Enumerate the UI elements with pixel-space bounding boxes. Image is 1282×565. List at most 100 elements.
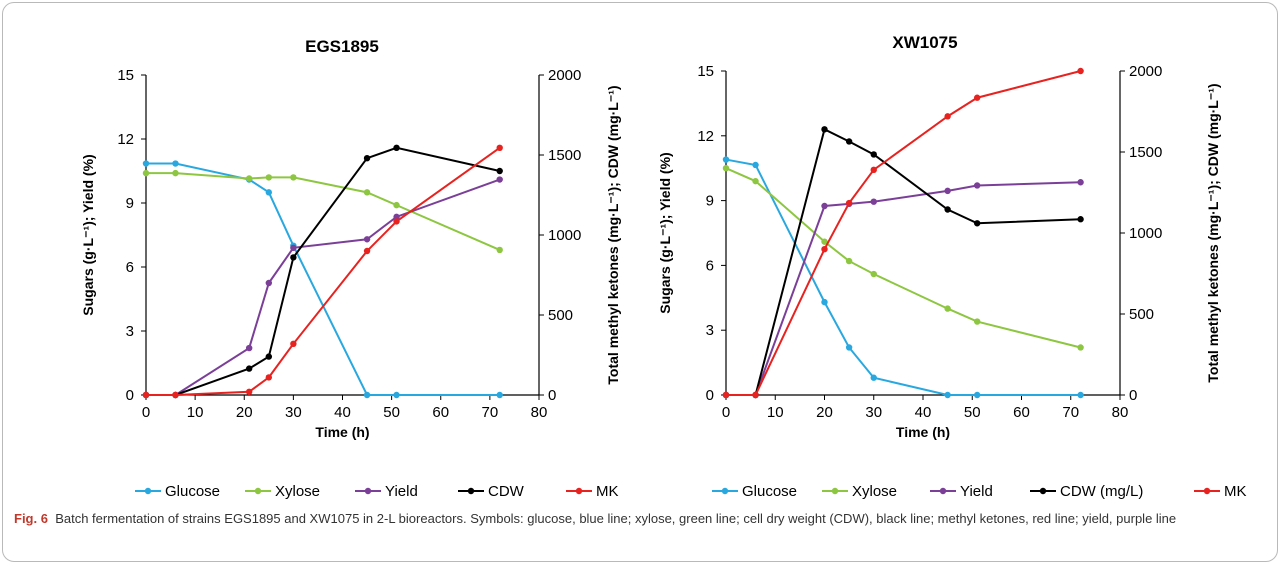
chart1-data-point-mk [245,388,253,395]
chart2-legend-marker-yield [939,487,947,495]
chart2-y-tick-label-left: 15 [697,63,714,80]
chart2-data-point-xylose [752,177,759,185]
chart2-y-tick-label-left: 6 [706,257,714,274]
chart2-y-tick-label-left: 3 [706,322,714,339]
chart1-data-point-glucose [363,391,371,399]
chart2-data-point-xylose [973,318,981,325]
chart1-data-point-xylose [363,189,371,196]
chart2-y-tick-label-left: 12 [697,128,714,145]
chart1-series-line-yield [146,178,501,396]
chart1-y-tick-label-right: 0 [548,387,556,404]
chart1-x-tick-label: 10 [187,404,204,421]
chart1-series-line-cdw [146,146,500,396]
chart2-data-point-mk [973,94,981,101]
chart1-data-point-xylose [290,174,297,181]
chart2-y-tick-label-right: 2000 [1129,63,1162,80]
chart1-x-tick-label: 50 [383,404,400,421]
chart1-data-point-xylose [245,175,253,182]
chart2-y-tick-label-right: 500 [1129,306,1154,323]
chart1-data-point-cdw [393,144,400,151]
chart1-data-point-glucose [172,160,179,167]
chart1-data-point-mk [265,374,273,381]
chart1-data-point-yield [363,236,371,243]
chart2-data-point-cdw-mg-l [845,138,853,145]
chart2-data-point-yield [944,187,951,195]
chart2-series-line-mk [726,70,1081,396]
chart1-data-point-cdw [290,254,297,261]
chart2-y-axis-label-left: Sugars (g·L⁻¹); Yield (%) [657,152,673,313]
chart2-data-point-cdw-mg-l [870,151,877,158]
chart2-y-axis-label-right: Total methyl ketones (mg·L⁻¹); CDW (mg·L… [1205,83,1221,382]
chart2-data-point-mk [1077,67,1084,75]
chart2-data-point-yield [821,202,828,210]
chart2-data-point-glucose [1077,391,1084,399]
chart1-legend-marker-mk [575,487,583,495]
chart2-legend-marker-xylose [831,487,839,495]
chart2-data-point-glucose [973,391,981,399]
chart1-data-point-mk [290,340,297,347]
chart1-data-point-xylose [393,201,400,209]
chart2-x-tick-label: 40 [915,404,932,421]
chart1-legend-label-cdw: CDW [488,483,525,500]
chart1-data-point-xylose [496,246,503,254]
chart1-legend-marker-cdw [467,487,475,495]
chart1-series-line-glucose [146,162,500,396]
chart2-data-point-glucose [944,391,951,399]
chart2-data-point-yield [973,182,981,189]
chart2-data-point-glucose [845,344,853,351]
chart1-x-tick-label: 70 [482,404,499,421]
chart1-data-point-xylose [142,169,150,177]
chart1-y-tick-label-left: 12 [117,131,134,148]
chart2-data-point-xylose [722,165,730,172]
chart2-data-point-glucose [722,156,730,163]
chart1-y-tick-label-right: 1500 [548,147,581,164]
chart1-data-point-cdw [265,353,273,360]
chart2-legend-label-glucose: Glucose [742,483,797,500]
chart2-data-point-mk [722,391,730,399]
chart1-data-point-yield [245,344,253,352]
chart2-series-line-yield [726,181,1081,396]
chart1-legend-label-glucose: Glucose [165,483,220,500]
chart1-legend-label-xylose: Xylose [275,483,320,500]
chart2-data-point-glucose [821,298,828,306]
chart1-y-axis-label-right: Total methyl ketones (mg·L⁻¹); CDW (mg·L… [605,85,621,384]
chart1-y-axis-label-left: Sugars (g·L⁻¹); Yield (%) [80,154,96,315]
chart2-legend-label-xylose: Xylose [852,483,897,500]
chart2-legend-label-mk: MK [1224,483,1247,500]
chart2-series-line-cdw-mg-l [726,127,1081,396]
chart1-data-point-yield [290,244,297,251]
chart1-legend-label-yield: Yield [385,483,418,500]
chart2-data-point-cdw-mg-l [821,126,828,133]
chart2-title: XW1075 [892,33,957,52]
chart2-data-point-glucose [870,374,877,381]
chart2-data-point-cdw-mg-l [944,206,951,213]
chart2-x-tick-label: 10 [767,404,784,421]
chart2-legend-marker-cdw-mg-l [1039,487,1047,495]
chart2-data-point-xylose [821,238,828,245]
chart2-data-point-xylose [1077,344,1084,351]
chart1-x-tick-label: 80 [531,404,548,421]
chart2-data-point-mk [752,391,759,399]
chart2-x-tick-label: 80 [1112,404,1129,421]
chart2-data-point-mk [821,246,828,253]
chart2-x-tick-label: 60 [1013,404,1030,421]
chart1-x-tick-label: 30 [285,404,302,421]
chart1-y-tick-label-right: 1000 [548,227,581,244]
chart1-data-point-mk [172,391,179,399]
chart2-data-point-mk [944,113,951,120]
chart2-data-point-mk [870,166,877,174]
chart2-y-tick-label-left: 9 [706,193,714,210]
chart1-legend-label-mk: MK [596,483,619,500]
chart2-x-tick-label: 50 [964,404,981,421]
chart2-data-point-cdw-mg-l [1077,216,1084,223]
chart1-title: EGS1895 [305,37,379,56]
chart2-data-point-cdw-mg-l [973,220,981,227]
chart1-y-tick-label-left: 6 [126,259,134,276]
chart2-x-tick-label: 20 [816,404,833,421]
chart1-data-point-yield [393,213,400,221]
chart2-x-tick-label: 30 [865,404,882,421]
chart2-legend-marker-glucose [721,487,729,495]
chart1-y-tick-label-left: 0 [126,387,134,404]
chart1-x-tick-label: 20 [236,404,253,421]
